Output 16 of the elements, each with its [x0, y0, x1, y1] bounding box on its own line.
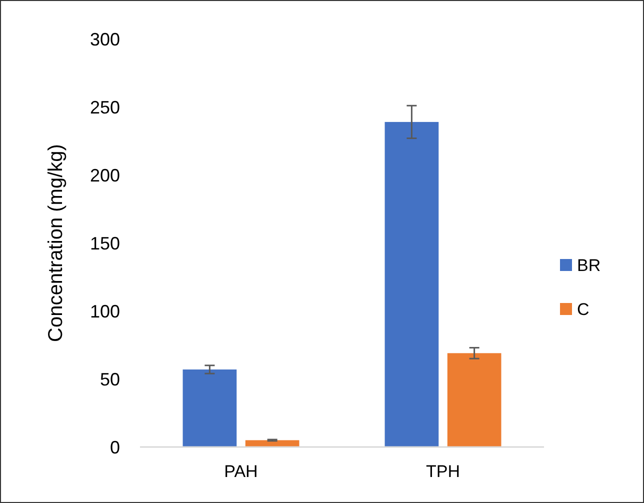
- x-tick-label: TPH: [426, 462, 460, 481]
- legend-label: BR: [577, 256, 601, 275]
- y-tick-label: 250: [90, 97, 120, 118]
- y-axis-title: Concentration (mg/kg): [45, 144, 67, 342]
- y-tick-label: 0: [110, 437, 120, 458]
- y-tick-label: 150: [90, 233, 120, 254]
- x-tick-label: PAH: [224, 462, 258, 481]
- y-tick-label: 300: [90, 29, 120, 50]
- y-tick-label: 200: [90, 165, 120, 186]
- bar: [384, 122, 439, 447]
- legend-label: C: [577, 300, 590, 319]
- bar: [182, 369, 237, 447]
- bar: [245, 440, 300, 447]
- y-tick-label: 50: [100, 369, 120, 390]
- y-tick-label: 100: [90, 301, 120, 322]
- bar: [447, 353, 502, 447]
